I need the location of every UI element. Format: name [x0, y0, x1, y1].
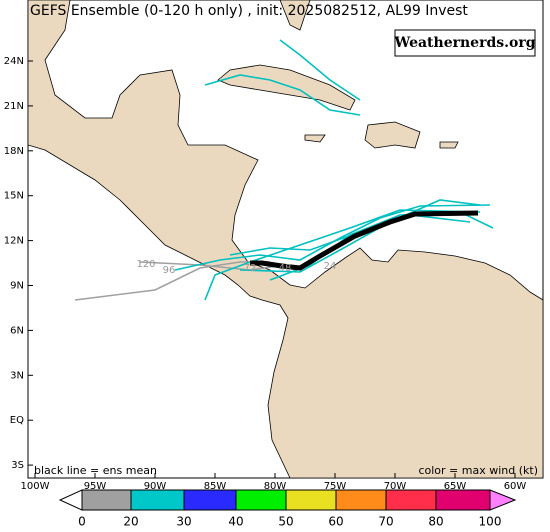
colorbar-label: 20: [123, 515, 138, 529]
lon-labels: 100W 95W 90W 85W 80W 75W 70W 65W 60W: [21, 473, 527, 492]
lon-label: 100W: [21, 481, 50, 492]
lat-label: 6N: [10, 325, 24, 336]
colorbar-label: 100: [479, 515, 502, 529]
track-label: 96: [163, 265, 176, 276]
track-label: 24: [324, 261, 337, 272]
lat-label: 9N: [10, 281, 24, 292]
lat-label: EQ: [10, 415, 24, 426]
colorbar-label: 80: [428, 515, 443, 529]
colorbar-label: 50: [278, 515, 293, 529]
lon-label: 75W: [324, 481, 347, 492]
track: [139, 261, 286, 271]
colorbar-label: 70: [378, 515, 393, 529]
colorbar-labels: 0 20 30 40 50 60 70 80 100: [78, 515, 501, 529]
track: [174, 204, 491, 271]
colorbar-label: 30: [176, 515, 191, 529]
track: [279, 39, 361, 101]
colorbar-high: [489, 489, 517, 511]
legend-right: color = max wind (kt): [418, 464, 538, 477]
colorbar-segment: [183, 489, 237, 511]
lon-label: 80W: [264, 481, 287, 492]
jamaica: [304, 134, 326, 143]
lat-label: 15N: [4, 191, 24, 202]
lon-label: 60W: [504, 481, 527, 492]
colorbar-segment: [235, 489, 287, 511]
colorbar-segment: [435, 489, 491, 511]
track: [204, 74, 361, 116]
track: [204, 209, 481, 301]
track-label: 72: [244, 263, 257, 274]
legend-left: black line = ens mean: [34, 464, 157, 477]
lat-label: 21N: [4, 101, 24, 112]
lon-label: 70W: [384, 481, 407, 492]
florida: [279, 0, 311, 31]
colorbar-segment: [130, 489, 185, 511]
colorbar: [58, 489, 517, 511]
colorbar-label: 0: [78, 515, 86, 529]
lon-label: 65W: [444, 481, 467, 492]
lat-label: 3S: [11, 460, 24, 471]
title: GEFS Ensemble (0-120 h only) , init: 202…: [30, 3, 468, 19]
colorbar-low: [58, 489, 83, 511]
track-label: 48: [279, 263, 292, 274]
colorbar-segment: [81, 489, 132, 511]
watermark: Weathernerds.org: [394, 35, 536, 51]
colorbar-segment: [285, 489, 337, 511]
colorbar-segment: [385, 489, 437, 511]
hispaniola: [364, 121, 421, 149]
lon-label: 85W: [204, 481, 227, 492]
tracks: [74, 39, 494, 301]
ensemble-mean: [250, 210, 479, 271]
puerto-rico: [439, 141, 459, 149]
colorbar-label: 60: [328, 515, 343, 529]
lat-label: 12N: [4, 236, 24, 247]
lat-label: 18N: [4, 146, 24, 157]
lat-label: 24N: [4, 56, 24, 67]
lat-label: 3N: [10, 370, 24, 381]
colorbar-label: 40: [228, 515, 243, 529]
lon-label: 95W: [84, 481, 107, 492]
lat-labels: 24N 21N 18N 15N 12N 9N 6N 3N EQ 3S: [4, 56, 33, 471]
watermark-box: [394, 29, 536, 57]
lon-label: 90W: [144, 481, 167, 492]
track-label: 120: [136, 259, 155, 270]
track-labels: 120 96 72 48 24: [136, 259, 336, 276]
colorbar-segment: [335, 489, 387, 511]
